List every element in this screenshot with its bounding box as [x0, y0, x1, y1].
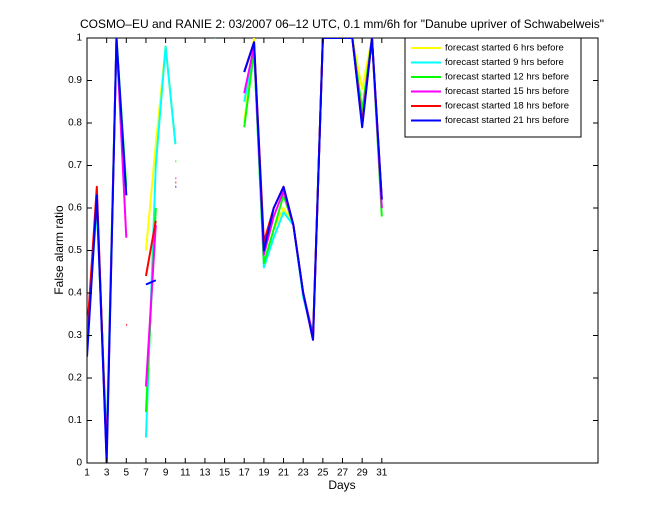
legend-label: forecast started 21 hrs before	[445, 115, 569, 126]
x-tick-label: 29	[357, 468, 369, 479]
x-tick-label: 11	[180, 468, 191, 479]
x-tick-label: 3	[104, 468, 110, 479]
legend-label: forecast started 18 hrs before	[445, 101, 569, 112]
x-tick-label: 27	[337, 468, 349, 479]
x-tick-label: 7	[143, 468, 149, 479]
chart-title: COSMO–EU and RANIE 2: 03/2007 06–12 UTC,…	[80, 17, 604, 31]
y-tick-label: 0.4	[68, 288, 82, 299]
x-tick-label: 23	[298, 468, 310, 479]
y-tick-label: 0.9	[68, 75, 82, 86]
x-tick-label: 25	[317, 468, 329, 479]
x-axis-label: Days	[328, 478, 355, 492]
y-tick-label: 1	[76, 33, 82, 44]
y-tick-label: 0.5	[68, 245, 82, 256]
y-tick-label: 0.1	[68, 415, 82, 426]
y-tick-label: 0.3	[68, 330, 82, 341]
series-line	[87, 38, 383, 459]
y-tick-label: 0.8	[68, 118, 82, 129]
series-line	[87, 38, 383, 463]
legend-label: forecast started 15 hrs before	[445, 86, 569, 97]
y-tick-label: 0.2	[68, 373, 82, 384]
x-tick-label: 5	[124, 468, 130, 479]
x-tick-label: 13	[199, 468, 211, 479]
x-tick-label: 1	[84, 468, 90, 479]
x-tick-label: 9	[163, 468, 169, 479]
y-tick-label: 0.6	[68, 203, 82, 214]
x-tick-label: 15	[219, 468, 231, 479]
legend-label: forecast started 6 hrs before	[445, 43, 564, 54]
legend-label: forecast started 12 hrs before	[445, 72, 569, 83]
x-tick-label: 17	[239, 468, 251, 479]
legend-label: forecast started 9 hrs before	[445, 57, 564, 68]
x-tick-label: 21	[278, 468, 290, 479]
plot-lines	[87, 38, 383, 463]
y-axis-label: False alarm ratio	[52, 205, 66, 295]
y-tick-label: 0.7	[68, 160, 82, 171]
x-tick-label: 19	[258, 468, 270, 479]
y-tick-label: 0	[76, 458, 82, 469]
x-tick-label: 31	[376, 468, 388, 479]
